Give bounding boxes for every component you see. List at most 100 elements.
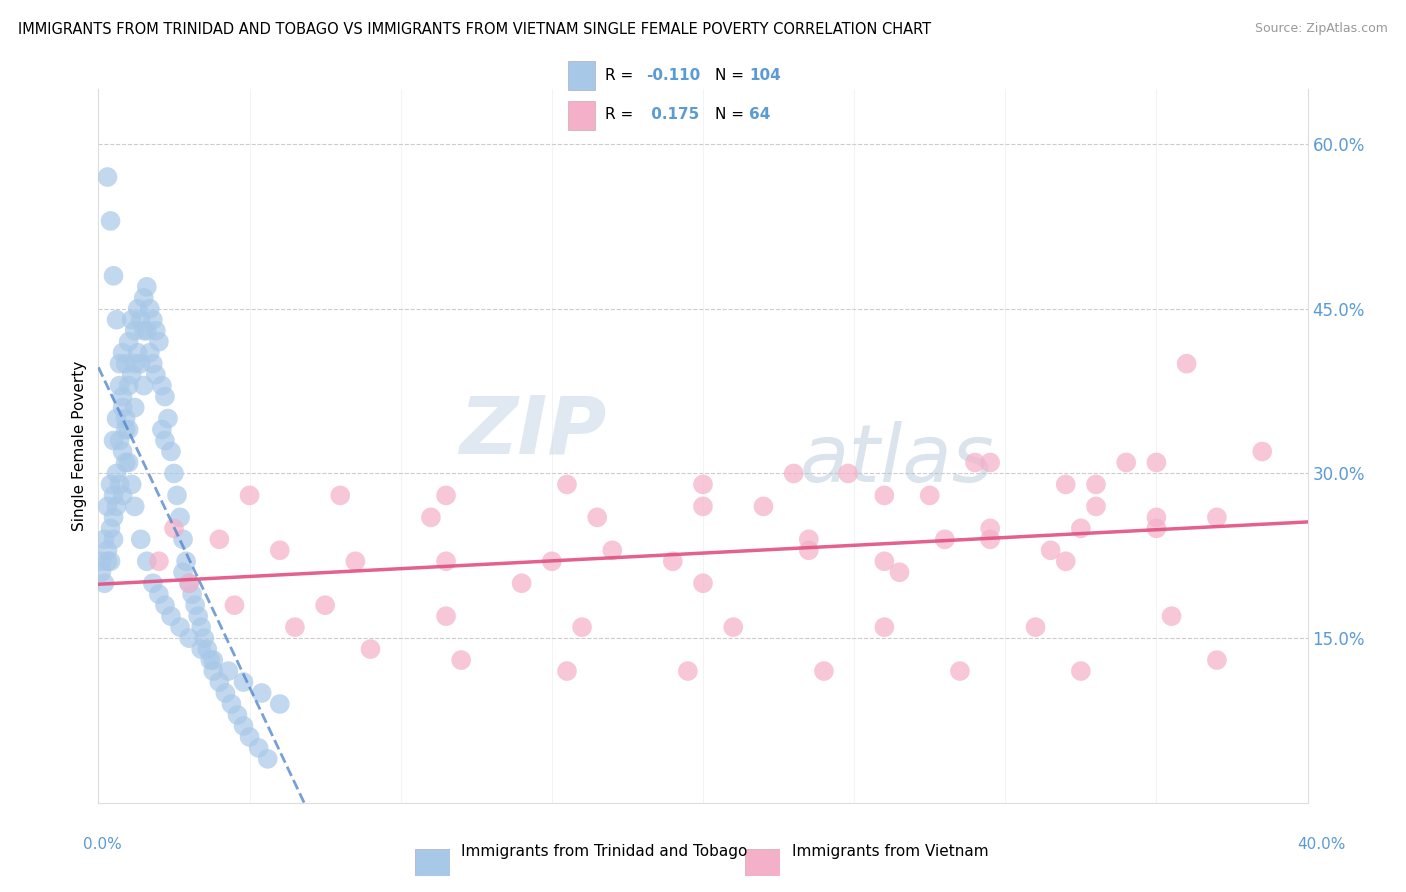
Point bbox=[1160, 609, 1182, 624]
Point bbox=[153, 598, 176, 612]
Point bbox=[108, 357, 131, 371]
Point bbox=[150, 378, 173, 392]
Point bbox=[510, 576, 533, 591]
Point bbox=[344, 554, 367, 568]
Point bbox=[105, 500, 128, 514]
Point bbox=[195, 642, 218, 657]
Point bbox=[979, 455, 1001, 469]
Point bbox=[118, 423, 141, 437]
Point bbox=[692, 477, 714, 491]
Point bbox=[256, 752, 278, 766]
Point bbox=[114, 411, 136, 425]
Point bbox=[100, 554, 122, 568]
Point bbox=[114, 423, 136, 437]
Point bbox=[1070, 664, 1092, 678]
Point bbox=[250, 686, 273, 700]
Point bbox=[208, 675, 231, 690]
Point bbox=[450, 653, 472, 667]
Point bbox=[723, 620, 745, 634]
Point bbox=[193, 631, 215, 645]
Text: Immigrants from Trinidad and Tobago: Immigrants from Trinidad and Tobago bbox=[461, 845, 748, 859]
Point bbox=[132, 291, 155, 305]
Point bbox=[111, 444, 134, 458]
Point bbox=[979, 521, 1001, 535]
Point bbox=[783, 467, 806, 481]
Point bbox=[1085, 477, 1108, 491]
Point bbox=[145, 368, 167, 382]
Point bbox=[103, 434, 125, 448]
Point bbox=[135, 554, 157, 568]
Point bbox=[124, 357, 146, 371]
Point bbox=[135, 324, 157, 338]
Point bbox=[118, 378, 141, 392]
Point bbox=[232, 675, 254, 690]
Point bbox=[190, 642, 212, 657]
Point bbox=[217, 664, 239, 678]
Point bbox=[797, 533, 820, 547]
Point bbox=[100, 521, 122, 535]
Point bbox=[108, 378, 131, 392]
Point bbox=[965, 455, 987, 469]
Text: 104: 104 bbox=[749, 68, 780, 83]
Point bbox=[108, 434, 131, 448]
Point bbox=[103, 533, 125, 547]
Point bbox=[179, 576, 201, 591]
Point bbox=[184, 598, 207, 612]
Point bbox=[752, 500, 775, 514]
Point bbox=[153, 434, 176, 448]
Point bbox=[129, 533, 152, 547]
Point bbox=[169, 510, 191, 524]
Point bbox=[873, 488, 896, 502]
Text: 0.0%: 0.0% bbox=[83, 837, 122, 852]
Point bbox=[797, 543, 820, 558]
Point bbox=[224, 598, 246, 612]
Text: R =: R = bbox=[605, 107, 633, 121]
Point bbox=[813, 664, 835, 678]
Text: IMMIGRANTS FROM TRINIDAD AND TOBAGO VS IMMIGRANTS FROM VIETNAM SINGLE FEMALE POV: IMMIGRANTS FROM TRINIDAD AND TOBAGO VS I… bbox=[18, 22, 931, 37]
Point bbox=[96, 500, 118, 514]
Point bbox=[226, 708, 249, 723]
Point bbox=[153, 390, 176, 404]
Point bbox=[169, 620, 191, 634]
Point bbox=[873, 620, 896, 634]
Point bbox=[150, 423, 173, 437]
Point bbox=[103, 268, 125, 283]
Point bbox=[949, 664, 972, 678]
Point bbox=[1054, 554, 1077, 568]
Point bbox=[124, 401, 146, 415]
Point bbox=[93, 533, 115, 547]
Point bbox=[127, 301, 149, 316]
Point bbox=[360, 642, 382, 657]
Point bbox=[979, 533, 1001, 547]
Point bbox=[202, 664, 225, 678]
Text: N =: N = bbox=[714, 68, 744, 83]
Point bbox=[1070, 521, 1092, 535]
Point bbox=[1251, 444, 1274, 458]
Point bbox=[1206, 510, 1229, 524]
Point bbox=[96, 169, 118, 184]
Point bbox=[100, 477, 122, 491]
Point bbox=[676, 664, 699, 678]
Point bbox=[139, 301, 162, 316]
Point bbox=[118, 334, 141, 349]
Point bbox=[837, 467, 859, 481]
Point bbox=[1144, 521, 1167, 535]
Point bbox=[873, 554, 896, 568]
Point bbox=[239, 730, 262, 744]
Point bbox=[132, 324, 155, 338]
Point bbox=[108, 477, 131, 491]
Point bbox=[111, 401, 134, 415]
Point bbox=[142, 312, 165, 326]
Point bbox=[148, 334, 170, 349]
Point bbox=[540, 554, 562, 568]
Text: ZIP: ZIP bbox=[458, 392, 606, 471]
Point bbox=[100, 214, 122, 228]
Point bbox=[329, 488, 352, 502]
Point bbox=[160, 609, 183, 624]
Point bbox=[1206, 653, 1229, 667]
Point bbox=[214, 686, 236, 700]
Point bbox=[1085, 500, 1108, 514]
Point bbox=[269, 543, 291, 558]
Point bbox=[434, 554, 457, 568]
Point bbox=[190, 620, 212, 634]
